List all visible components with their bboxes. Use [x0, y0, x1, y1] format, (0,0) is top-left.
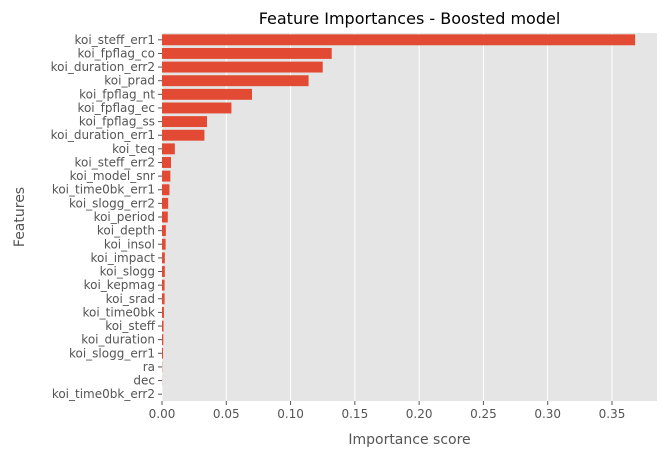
bar-koi-slogg-err1 — [162, 348, 163, 359]
bar-koi-duration-err2 — [162, 62, 323, 73]
y-tick-label: koi_duration — [81, 333, 155, 347]
x-tick-label: 0.25 — [470, 407, 497, 421]
x-tick-label: 0.00 — [149, 407, 176, 421]
bar-koi-time0bk-err1 — [162, 184, 169, 195]
bar-koi-kepmag — [162, 280, 165, 291]
bar-koi-fpflag-ec — [162, 103, 231, 114]
y-tick-label: koi_insol — [104, 237, 155, 251]
bar-koi-prad — [162, 75, 309, 86]
y-tick-label: koi_srad — [106, 292, 155, 306]
y-tick-label: koi_impact — [91, 251, 156, 265]
y-tick-label: koi_slogg_err2 — [69, 196, 155, 210]
y-axis-label: Features — [12, 187, 28, 247]
y-tick-label: koi_model_snr — [70, 169, 155, 183]
x-axis-label: Importance score — [348, 432, 470, 448]
x-tick-label: 0.35 — [599, 407, 626, 421]
y-tick-label: koi_fpflag_ss — [79, 115, 155, 129]
x-tick-label: 0.05 — [213, 407, 240, 421]
bar-koi-teq — [162, 143, 175, 154]
y-tick-label: ra — [143, 360, 155, 374]
bar-koi-steff — [162, 321, 164, 332]
x-tick-labels: 0.00 0.05 0.10 0.15 0.20 0.25 0.30 0.35 — [149, 401, 626, 421]
y-tick-label: koi_time0bk_err1 — [52, 183, 155, 197]
y-tick-label: koi_duration_err1 — [51, 128, 155, 142]
y-tick-label: koi_time0bk — [82, 305, 155, 319]
y-tick-labels: koi_steff_err1koi_fpflag_cokoi_duration_… — [51, 33, 162, 401]
bar-koi-insol — [162, 239, 166, 250]
y-tick-label: koi_period — [94, 210, 155, 224]
bar-koi-period — [162, 212, 168, 223]
y-tick-label: koi_slogg_err1 — [69, 346, 155, 360]
y-tick-label: koi_kepmag — [84, 278, 155, 292]
y-tick-label: dec — [133, 374, 155, 388]
x-tick-label: 0.10 — [277, 407, 304, 421]
bar-koi-depth — [162, 225, 166, 236]
y-tick-label: koi_prad — [104, 74, 155, 88]
y-tick-label: koi_fpflag_co — [77, 46, 155, 60]
y-tick-label: koi_teq — [112, 142, 155, 156]
y-tick-label: koi_steff — [105, 319, 156, 333]
bar-koi-time0bk — [162, 307, 164, 318]
bar-koi-duration — [162, 334, 163, 345]
y-tick-label: koi_depth — [97, 224, 155, 238]
y-tick-label: koi_steff_err1 — [75, 33, 155, 47]
x-tick-label: 0.30 — [534, 407, 561, 421]
y-tick-label: koi_steff_err2 — [75, 155, 155, 169]
bar-koi-fpflag-co — [162, 48, 332, 59]
bar-koi-slogg-err2 — [162, 198, 168, 209]
chart-title: Feature Importances - Boosted model — [259, 9, 561, 28]
y-tick-label: koi_duration_err2 — [51, 60, 155, 74]
bar-koi-impact — [162, 252, 165, 263]
bar-koi-fpflag-ss — [162, 116, 207, 127]
x-tick-label: 0.20 — [406, 407, 433, 421]
y-tick-label: koi_slogg — [100, 265, 155, 279]
x-tick-label: 0.15 — [341, 407, 368, 421]
y-tick-label: koi_fpflag_nt — [79, 87, 155, 101]
bar-koi-steff-err2 — [162, 157, 171, 168]
bar-koi-srad — [162, 293, 165, 304]
y-tick-label: koi_time0bk_err2 — [52, 387, 155, 401]
bar-koi-fpflag-nt — [162, 89, 252, 100]
bar-koi-model-snr — [162, 171, 170, 182]
bar-koi-slogg — [162, 266, 165, 277]
bar-koi-steff-err1 — [162, 34, 635, 45]
y-tick-label: koi_fpflag_ec — [77, 101, 155, 115]
plot-area — [162, 33, 657, 401]
bar-koi-duration-err1 — [162, 130, 204, 141]
